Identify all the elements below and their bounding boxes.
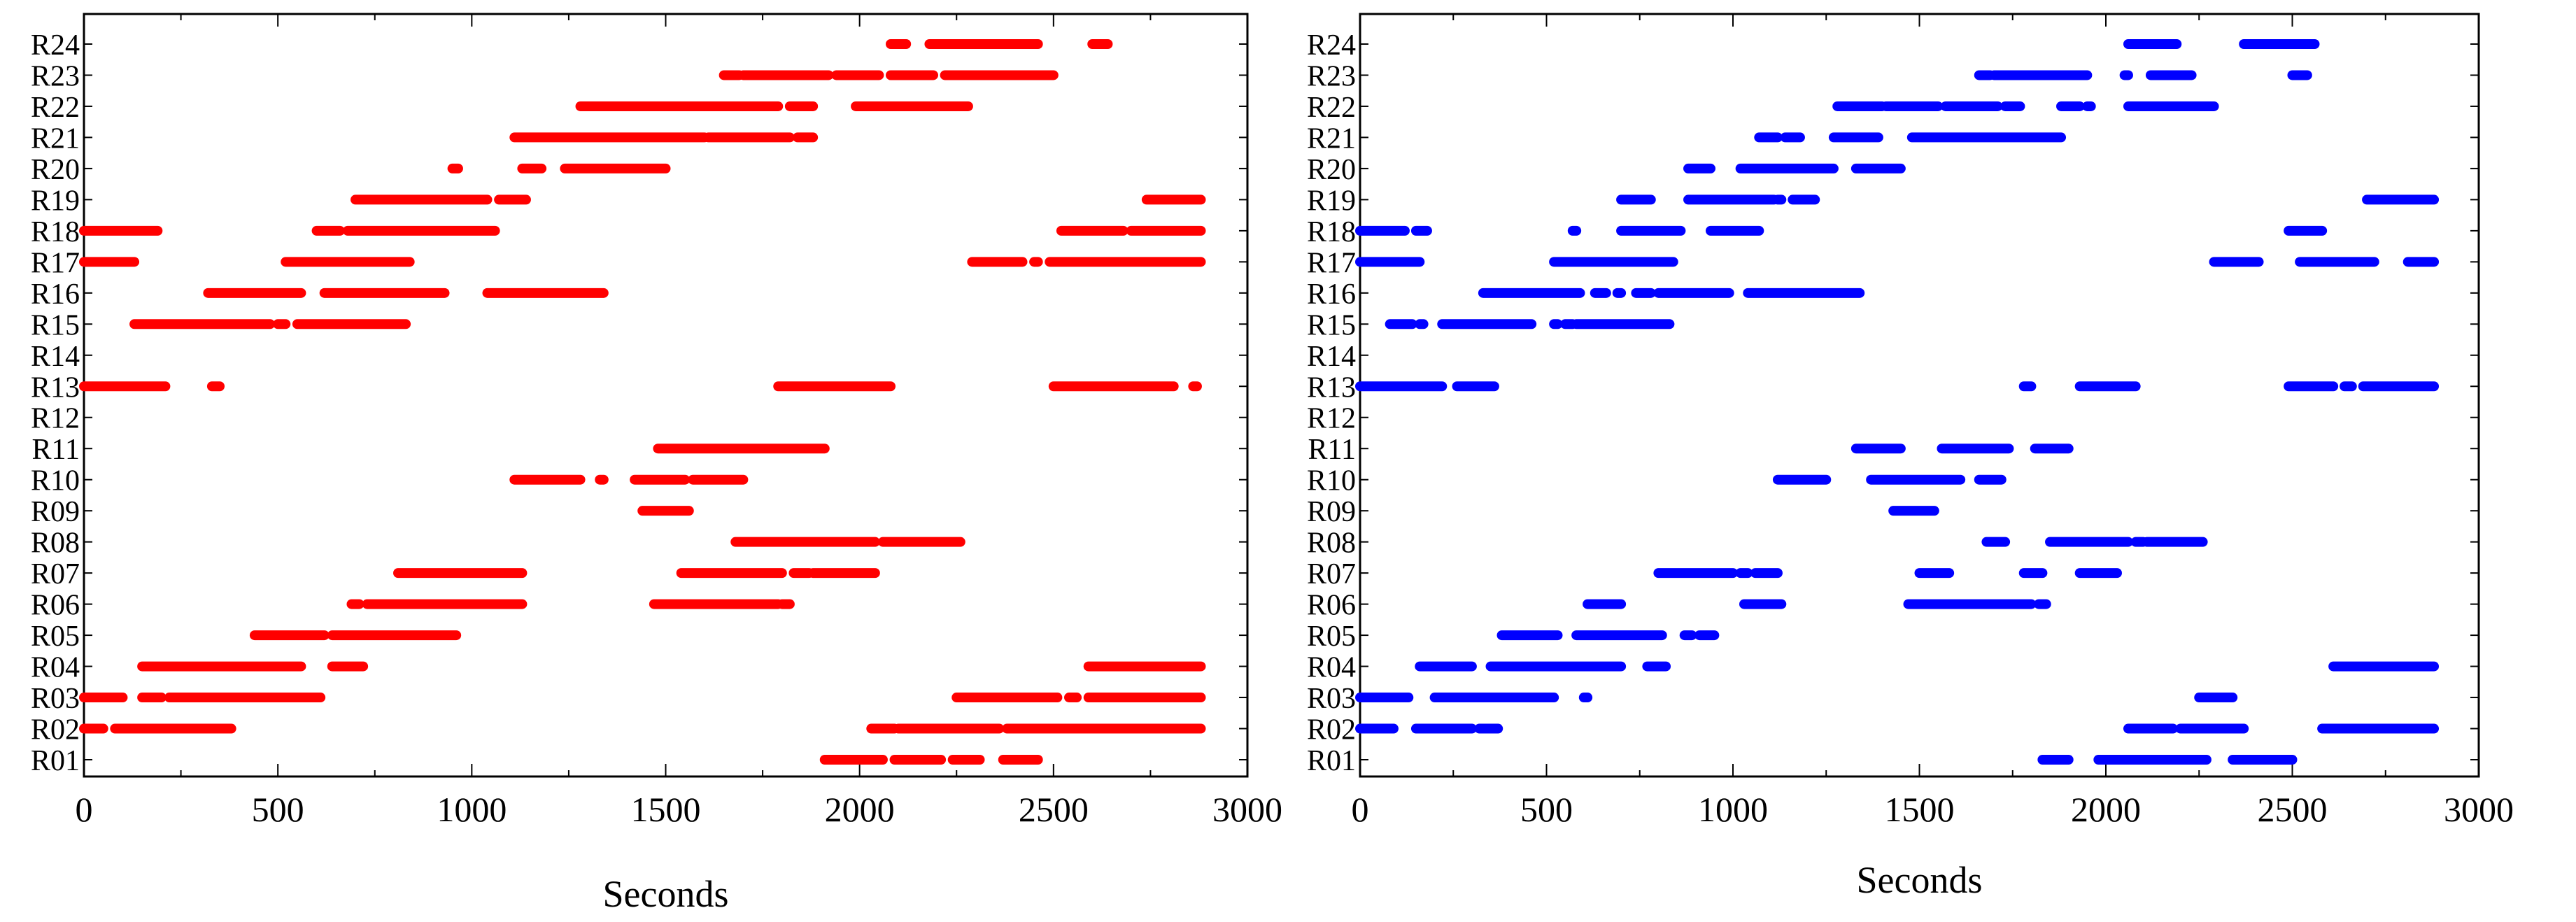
y-tick-label: R15 bbox=[1307, 309, 1356, 341]
x-tick-label: 3000 bbox=[1212, 790, 1282, 829]
x-axis-title: Seconds bbox=[603, 873, 729, 915]
x-tick-label: 1500 bbox=[1885, 790, 1955, 829]
y-tick-label: R14 bbox=[1307, 341, 1356, 373]
y-tick-label: R09 bbox=[31, 496, 80, 528]
x-tick-label: 1000 bbox=[437, 790, 507, 829]
y-tick-label: R20 bbox=[31, 154, 80, 186]
y-tick-label: R12 bbox=[1307, 403, 1356, 435]
y-tick-label: R10 bbox=[1307, 465, 1356, 497]
y-tick-label: R08 bbox=[31, 527, 80, 560]
y-tick-label: R23 bbox=[1307, 60, 1356, 92]
y-tick-label: R07 bbox=[1307, 558, 1356, 590]
y-tick-label: R06 bbox=[1307, 590, 1356, 622]
y-tick-label: R05 bbox=[1307, 620, 1356, 653]
y-tick-label: R13 bbox=[31, 371, 80, 404]
x-tick-label: 0 bbox=[76, 790, 93, 829]
y-tick-label: R10 bbox=[31, 465, 80, 497]
y-tick-label: R17 bbox=[31, 247, 80, 279]
y-tick-label: R04 bbox=[31, 652, 80, 684]
y-tick-label: R03 bbox=[31, 683, 80, 715]
y-tick-label: R18 bbox=[31, 216, 80, 248]
x-axis-title: Seconds bbox=[1857, 859, 1983, 901]
y-tick-label: R13 bbox=[1307, 371, 1356, 404]
y-tick-label: R06 bbox=[31, 590, 80, 622]
x-tick-label: 2500 bbox=[1019, 790, 1089, 829]
y-tick-label: R09 bbox=[1307, 496, 1356, 528]
y-tick-label: R07 bbox=[31, 558, 80, 590]
x-tick-label: 3000 bbox=[2444, 790, 2514, 829]
y-tick-label: R03 bbox=[1307, 683, 1356, 715]
y-tick-label: R15 bbox=[31, 309, 80, 341]
y-tick-label: R19 bbox=[31, 185, 80, 217]
y-tick-label: R24 bbox=[1307, 29, 1356, 62]
y-tick-label: R17 bbox=[1307, 247, 1356, 279]
data-series bbox=[1355, 39, 2440, 765]
y-tick-label: R21 bbox=[1307, 122, 1356, 155]
y-tick-label: R16 bbox=[31, 278, 80, 311]
x-tick-label: 2000 bbox=[825, 790, 895, 829]
y-tick-label: R22 bbox=[1307, 92, 1356, 124]
x-tick-label: 1000 bbox=[1698, 790, 1768, 829]
y-tick-label: R02 bbox=[31, 714, 80, 746]
y-tick-label: R18 bbox=[1307, 216, 1356, 248]
y-tick-label: R02 bbox=[1307, 714, 1356, 746]
x-tick-label: 500 bbox=[1520, 790, 1573, 829]
y-tick-label: R12 bbox=[31, 403, 80, 435]
chart-panel-2: R01R02R03R04R05R06R07R08R09R10R11R12R13R… bbox=[1307, 13, 2514, 901]
x-tick-label: 2000 bbox=[2071, 790, 2141, 829]
y-tick-label: R21 bbox=[31, 122, 80, 155]
y-tick-label: R22 bbox=[31, 92, 80, 124]
y-tick-label: R23 bbox=[31, 60, 80, 92]
y-tick-label: R20 bbox=[1307, 154, 1356, 186]
y-tick-label: R24 bbox=[31, 29, 80, 62]
y-tick-label: R14 bbox=[31, 341, 80, 373]
y-tick-label: R11 bbox=[1308, 434, 1356, 466]
y-tick-label: R19 bbox=[1307, 185, 1356, 217]
chart-panel-1: R01R02R03R04R05R06R07R08R09R10R11R12R13R… bbox=[31, 13, 1282, 915]
data-series bbox=[79, 39, 1206, 765]
y-tick-label: R04 bbox=[1307, 652, 1356, 684]
x-tick-label: 2500 bbox=[2258, 790, 2328, 829]
y-tick-label: R01 bbox=[1307, 745, 1356, 777]
y-tick-label: R08 bbox=[1307, 527, 1356, 560]
x-tick-label: 500 bbox=[252, 790, 304, 829]
y-tick-label: R11 bbox=[32, 434, 80, 466]
y-tick-label: R16 bbox=[1307, 278, 1356, 311]
x-tick-label: 1500 bbox=[631, 790, 701, 829]
x-tick-label: 0 bbox=[1352, 790, 1369, 829]
y-tick-label: R05 bbox=[31, 620, 80, 653]
y-tick-label: R01 bbox=[31, 745, 80, 777]
